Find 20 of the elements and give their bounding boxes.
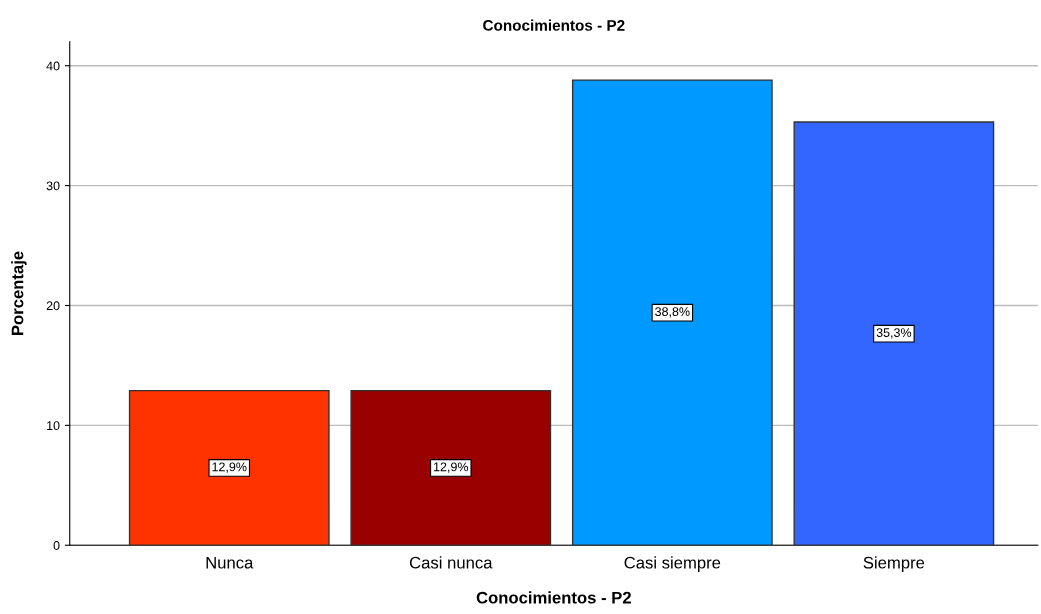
chart-title: Conocimientos - P2	[483, 19, 625, 31]
y-tick-label: 30	[46, 181, 60, 191]
y-tick-label: 0	[53, 541, 60, 550]
y-tick-label: 20	[46, 301, 60, 311]
data-label: 38,8%	[655, 307, 690, 318]
y-tick-label: 10	[47, 421, 60, 431]
x-tick-label: Siempre	[863, 556, 925, 572]
bar	[128, 389, 330, 546]
x-axis-title: Conocimientos - P2	[476, 591, 631, 604]
bar	[571, 79, 773, 546]
data-label: 12,9%	[434, 462, 469, 473]
y-axis-title: Porcentaje	[11, 251, 27, 335]
bar	[793, 121, 995, 546]
x-tick-label: Nunca	[206, 556, 254, 569]
bar	[350, 389, 552, 546]
data-label: 12,9%	[212, 462, 247, 473]
x-tick-label: Casi nunca	[409, 556, 493, 569]
x-tick-label: Casi siempre	[624, 556, 721, 572]
y-tick-label: 40	[46, 61, 60, 71]
data-label: 35,3%	[876, 328, 912, 339]
